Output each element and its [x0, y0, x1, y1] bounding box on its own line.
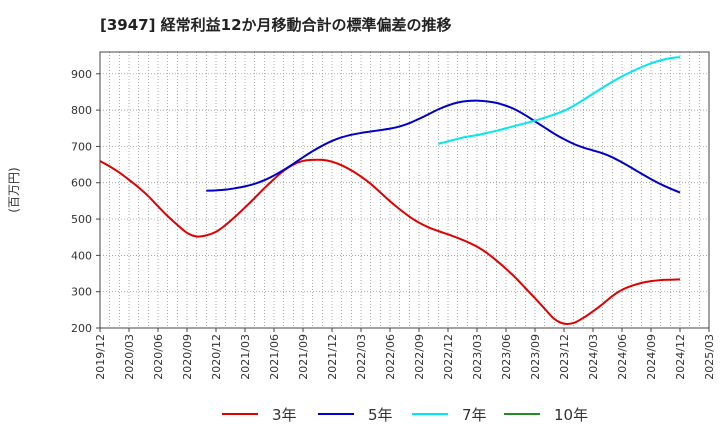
y-axis: 200 300 400 500 600 700 800 900 — [71, 68, 100, 335]
chart-title: [3947] 経常利益12か月移動合計の標準偏差の推移 — [100, 16, 452, 34]
x-tick-label: 2021/12 — [326, 334, 339, 380]
series-line-1 — [99, 158, 681, 325]
x-tick-label: 2024/06 — [616, 334, 629, 380]
x-tick-label: 2024/03 — [587, 334, 600, 380]
x-tick-label: 2020/06 — [152, 334, 165, 380]
legend: 3年 5年 7年 10年 — [0, 402, 720, 426]
y-tick-label: 900 — [71, 68, 92, 81]
y-tick-label: 200 — [71, 322, 92, 335]
x-tick-label: 2024/12 — [674, 334, 687, 380]
legend-item-4: 10年 — [504, 402, 588, 426]
x-tick-label: 2023/09 — [529, 334, 542, 380]
x-tick-label: 2022/06 — [384, 334, 397, 380]
x-tick-label: 2021/06 — [268, 334, 281, 380]
legend-swatch — [412, 413, 448, 415]
x-tick-label: 2023/06 — [500, 334, 513, 380]
series-lines — [99, 56, 681, 325]
x-tick-label: 2020/12 — [210, 334, 223, 380]
series-line-2 — [206, 99, 681, 194]
legend-item-1: 3年 — [222, 402, 297, 426]
legend-swatch — [318, 413, 354, 415]
legend-swatch — [504, 413, 540, 415]
x-tick-label: 2022/12 — [442, 334, 455, 380]
legend-label: 3年 — [272, 405, 297, 424]
y-tick-label: 400 — [71, 249, 92, 262]
legend-swatch — [222, 413, 258, 415]
x-tick-label: 2021/09 — [297, 334, 310, 380]
x-tick-label: 2022/03 — [355, 334, 368, 380]
x-tick-label: 2022/09 — [413, 334, 426, 380]
legend-item-3: 7年 — [412, 402, 487, 426]
legend-item-2: 5年 — [318, 402, 393, 426]
legend-label: 10年 — [554, 405, 589, 424]
x-axis: 2019/12 2020/03 2020/06 2020/09 2020/12 2021/… — [94, 328, 716, 380]
y-tick-label: 500 — [71, 213, 92, 226]
x-tick-label: 2020/09 — [181, 334, 194, 380]
y-tick-label: 800 — [71, 104, 92, 117]
x-tick-label: 2025/03 — [703, 334, 716, 380]
x-tick-label: 2023/12 — [558, 334, 571, 380]
series-line-3 — [438, 56, 681, 145]
x-tick-label: 2023/03 — [471, 334, 484, 380]
y-tick-label: 600 — [71, 177, 92, 190]
x-tick-label: 2021/03 — [239, 334, 252, 380]
y-tick-label: 300 — [71, 286, 92, 299]
legend-label: 7年 — [462, 405, 487, 424]
plot-frame — [99, 51, 710, 329]
x-tick-label: 2020/03 — [123, 334, 136, 380]
x-tick-label: 2019/12 — [94, 334, 107, 380]
grid — [100, 52, 709, 328]
y-tick-label: 700 — [71, 140, 92, 153]
y-axis-label: (百万円) — [7, 167, 21, 212]
x-tick-label: 2024/09 — [645, 334, 658, 380]
legend-label: 5年 — [368, 405, 393, 424]
